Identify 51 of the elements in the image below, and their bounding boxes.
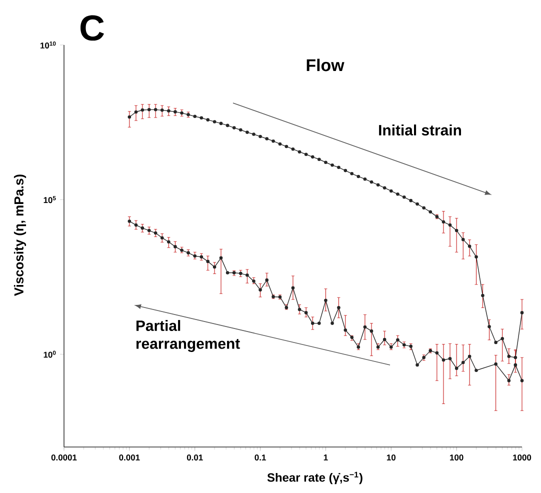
- point: [363, 325, 367, 329]
- y-tick-label: 10$^{5}$: [44, 196, 56, 204]
- point: [298, 308, 302, 312]
- point: [435, 351, 439, 355]
- point: [160, 236, 164, 240]
- point: [318, 322, 321, 325]
- point: [337, 306, 340, 310]
- point: [206, 260, 210, 264]
- point: [174, 245, 177, 248]
- x-tick-label: 1000: [513, 454, 532, 460]
- point: [461, 360, 465, 364]
- point: [167, 240, 170, 244]
- y-axis-title: Viscosity (η, mPa.s): [14, 174, 26, 296]
- point: [140, 226, 144, 230]
- point: [219, 256, 223, 260]
- text: Flow: [306, 58, 344, 72]
- x-tick-label: 0.01: [186, 454, 203, 460]
- x-tick-label: 1: [324, 454, 328, 460]
- point: [454, 366, 458, 370]
- point: [212, 265, 216, 269]
- point: [134, 223, 138, 227]
- point: [370, 329, 374, 333]
- x-axis-title: Shear rate (γ̇,s$^{−1}$): [267, 472, 362, 484]
- point: [416, 363, 419, 367]
- x-tick-label: 0.1: [254, 454, 266, 460]
- point: [310, 322, 314, 325]
- annotation: Initial strain: [379, 124, 462, 136]
- point: [344, 328, 348, 332]
- point: [246, 274, 249, 277]
- point: [396, 338, 400, 342]
- point: [442, 358, 446, 362]
- point: [324, 298, 328, 302]
- x-tick-label: 10: [386, 454, 396, 460]
- annotation: Partial rearrangement: [136, 320, 240, 352]
- point: [330, 322, 334, 325]
- point: [226, 271, 230, 274]
- y-tick-label: 10$^{0}$: [44, 350, 56, 358]
- point: [128, 220, 132, 223]
- x-tick-label: 100: [450, 454, 464, 460]
- y-tick-label: 10$^{10}$: [40, 41, 56, 48]
- text: C: [80, 15, 104, 41]
- x-tick-label: 0.001: [119, 454, 140, 460]
- point: [382, 338, 386, 342]
- x-tick-label: 0.0001: [51, 454, 77, 460]
- point: [304, 311, 308, 314]
- point: [468, 354, 472, 358]
- point: [265, 278, 269, 282]
- point: [291, 286, 295, 290]
- point: [448, 356, 452, 360]
- point: [474, 368, 478, 372]
- point: [258, 288, 262, 292]
